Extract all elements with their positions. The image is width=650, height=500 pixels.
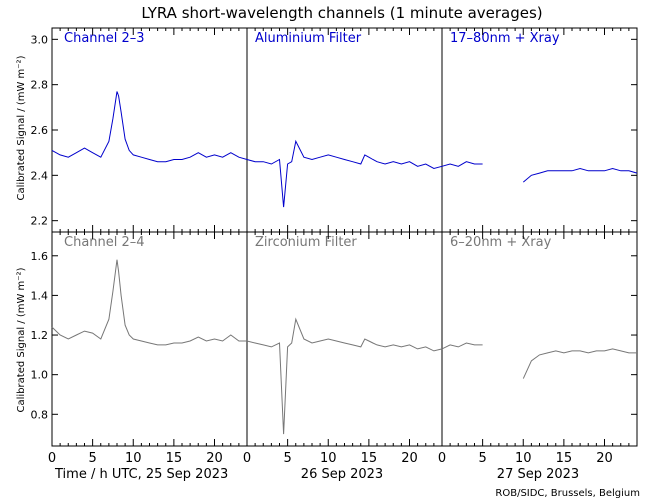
y-tick-label: 0.8 [31, 408, 49, 421]
y-tick-label: 2.6 [31, 124, 49, 137]
y-tick-label: 1.4 [31, 289, 49, 302]
y-tick-label: 1.2 [31, 329, 49, 342]
panel-frame [51, 27, 638, 233]
axis-ticks: 2.2 2.4 2.6 2.8 3.0 0.8 1.0 1.2 1.4 1.6 0 5 10 15 20 0 5… [31, 28, 637, 466]
panel-title: Channel 2–3 [64, 31, 145, 46]
x-tick-label: 0 [243, 451, 251, 466]
y-tick-label: 2.8 [31, 79, 49, 92]
y-tick-label: 2.2 [31, 215, 49, 228]
series-line-row-2 [51, 259, 483, 435]
x-tick-label: 15 [361, 451, 378, 466]
x-tick-label: 10 [320, 451, 337, 466]
x-tick-label: 20 [401, 451, 418, 466]
panel-title: Aluminium Filter [255, 31, 362, 46]
x-tick-label: 0 [48, 451, 56, 466]
y-tick-label: 1.0 [31, 369, 49, 382]
panel-title: 17–80nm + Xray [450, 31, 560, 46]
x-axis-label-day2: 26 Sep 2023 [301, 467, 383, 482]
x-tick-label: 10 [515, 451, 532, 466]
data-series [51, 91, 638, 435]
x-tick-label: 15 [166, 451, 183, 466]
x-tick-label: 20 [206, 451, 223, 466]
x-tick-label: 0 [438, 451, 446, 466]
y-axis-label-bottom: Calibrated Signal / (mW m⁻²) [16, 267, 27, 412]
panel-title: Zirconium Filter [255, 235, 357, 250]
chart-title: LYRA short-wavelength channels (1 minute… [141, 4, 542, 22]
x-tick-label: 5 [478, 451, 486, 466]
y-axis-label-top: Calibrated Signal / (mW m⁻²) [16, 55, 27, 200]
x-tick-label: 5 [283, 451, 291, 466]
series-line-row-2 [522, 348, 637, 379]
y-tick-label: 3.0 [31, 33, 49, 46]
panel-frame [51, 231, 638, 447]
x-tick-label: 10 [125, 451, 142, 466]
series-line-row-1 [51, 91, 483, 208]
x-tick-label: 15 [556, 451, 573, 466]
panel-title: Channel 2–4 [64, 235, 145, 250]
credit-text: ROB/SIDC, Brussels, Belgium [495, 488, 640, 499]
panel-frames: Channel 2–3 Aluminium Filter 17–80nm + Xra… [51, 27, 638, 447]
x-tick-label: 20 [596, 451, 613, 466]
y-tick-label: 2.4 [31, 169, 49, 182]
y-tick-label: 1.6 [31, 250, 49, 263]
panel-title: 6–20nm + Xray [450, 235, 552, 250]
x-axis-label-day3: 27 Sep 2023 [497, 467, 579, 482]
x-tick-label: 5 [88, 451, 96, 466]
series-line-row-1 [522, 167, 638, 183]
x-axis-label-day1: Time / h UTC, 25 Sep 2023 [54, 467, 228, 482]
